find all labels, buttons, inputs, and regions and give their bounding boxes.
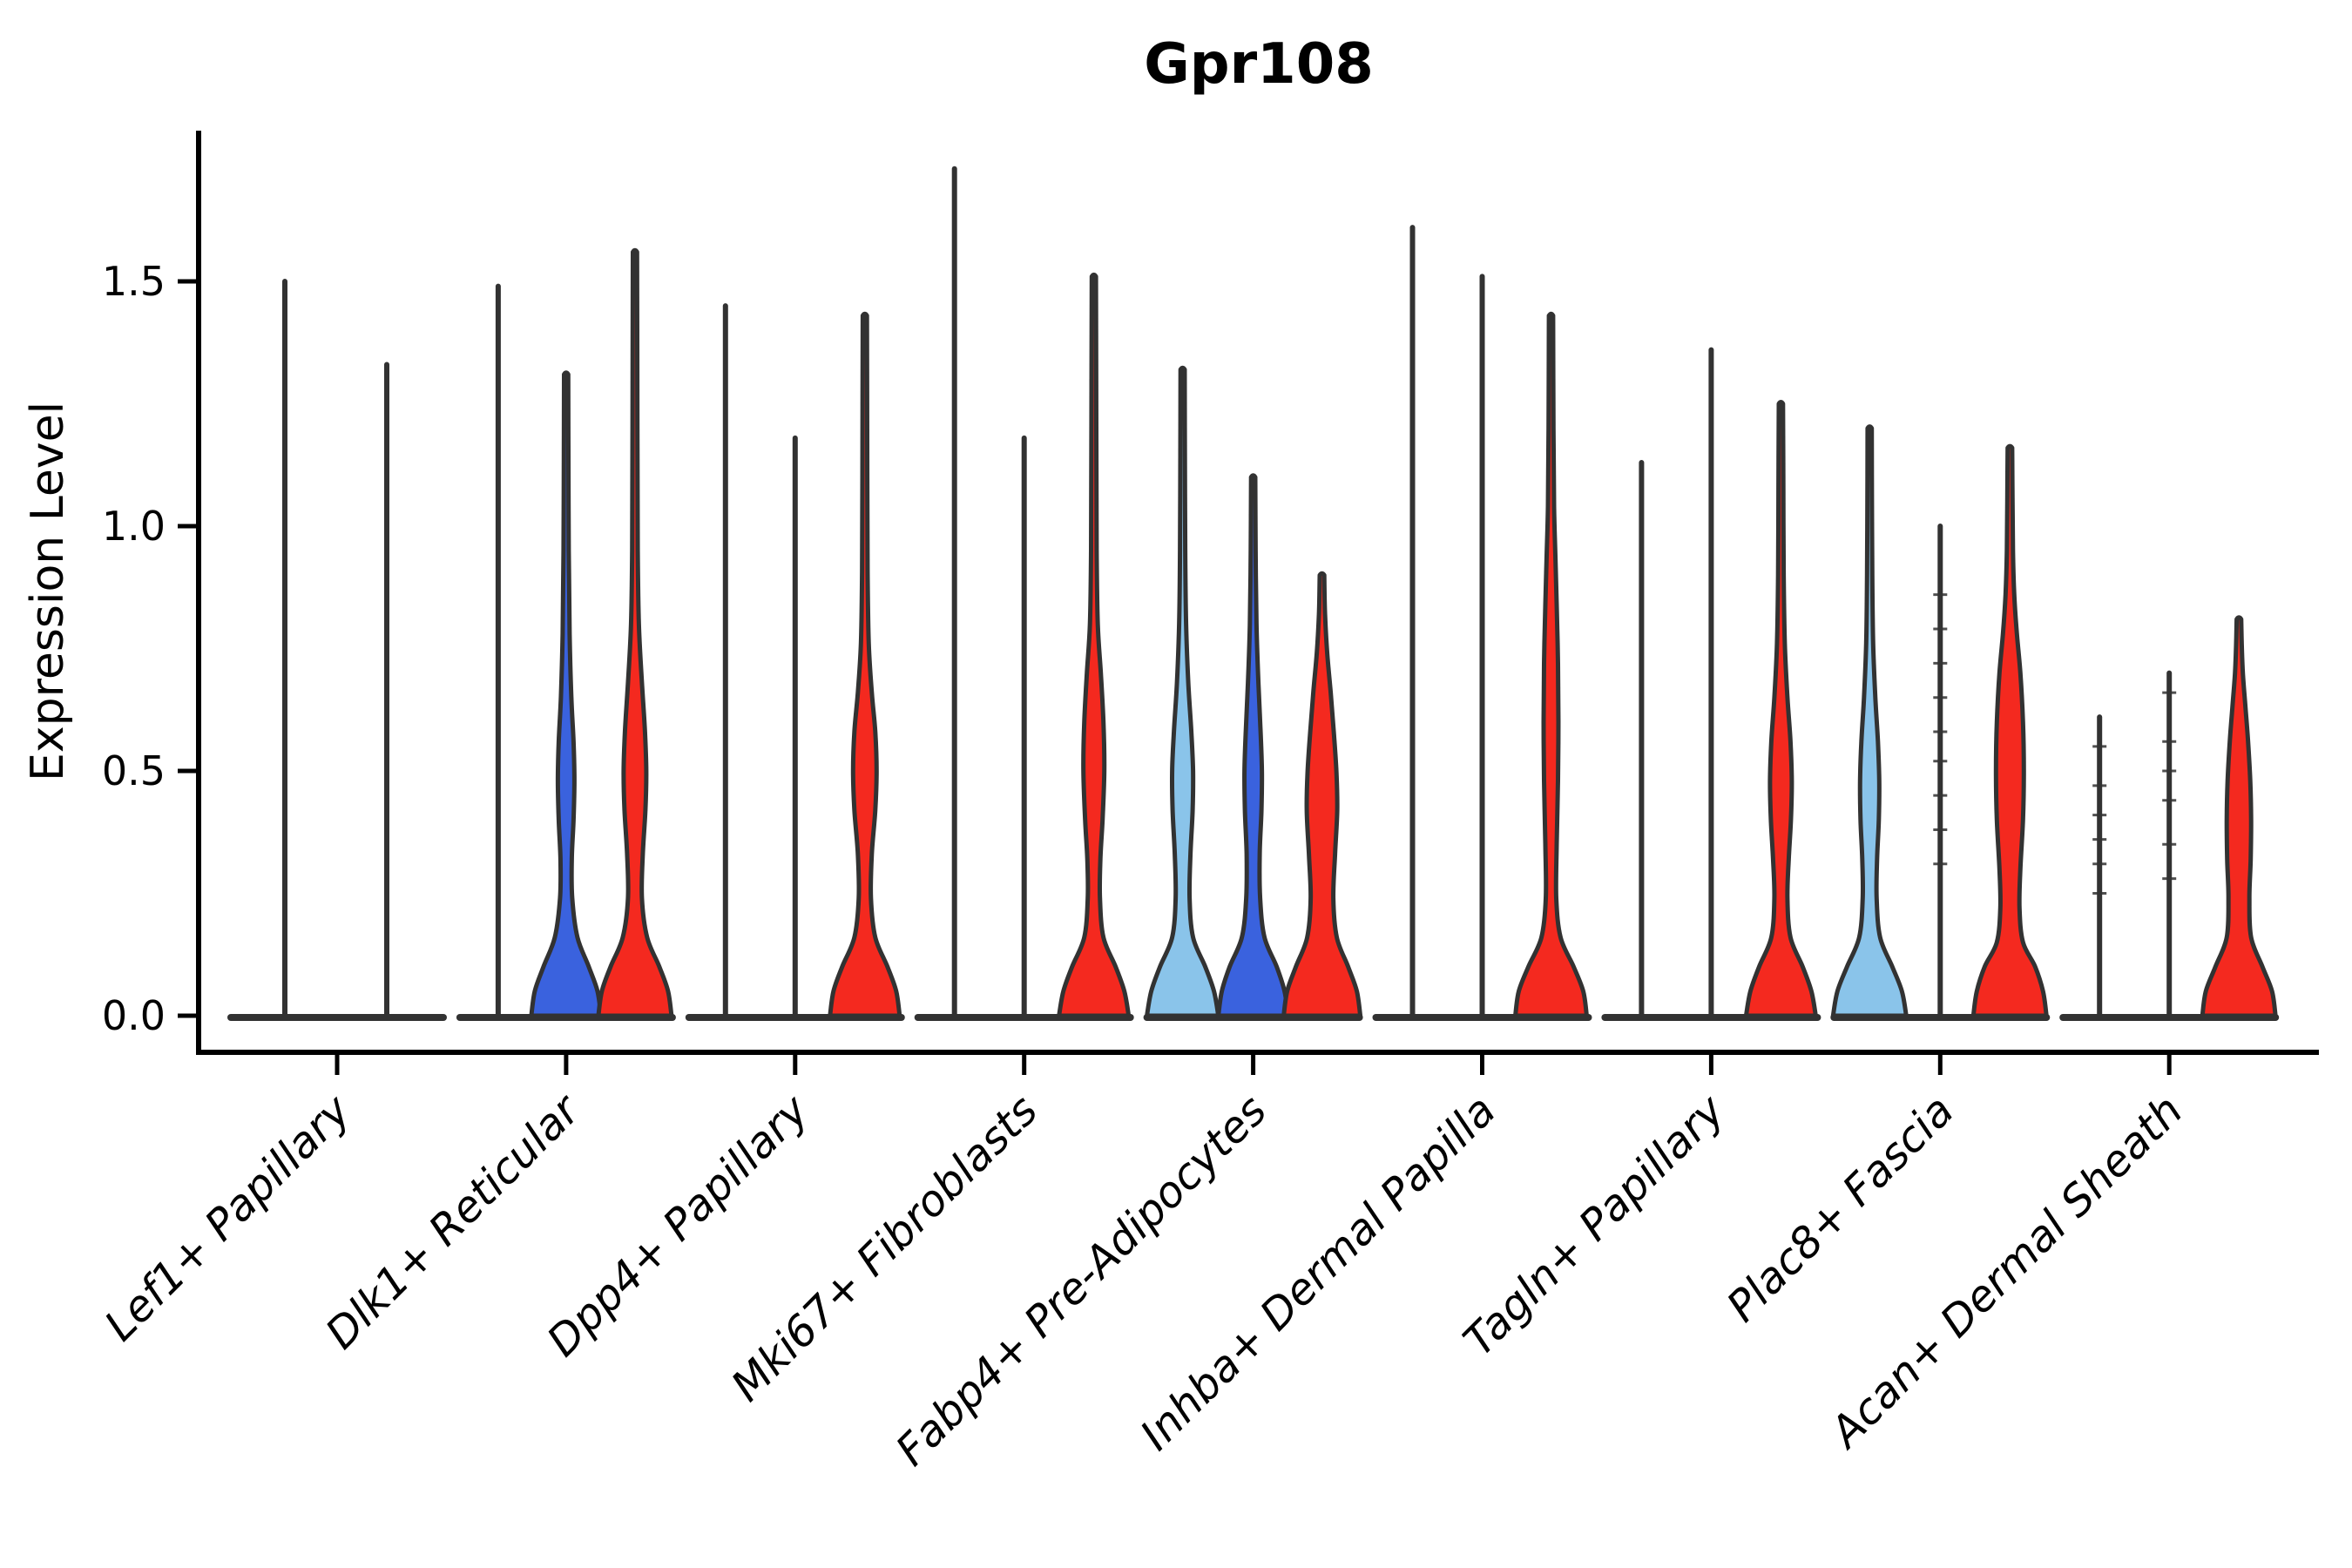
violin [1057, 272, 1132, 1018]
violin [1970, 443, 2049, 1018]
x-tick-label: Fabp4+ Pre-Adipocytes [887, 1085, 1277, 1476]
violin [2200, 615, 2278, 1018]
violin [1145, 365, 1221, 1018]
violin [828, 311, 902, 1018]
y-tick-label: 0.0 [102, 992, 166, 1039]
violin [1216, 473, 1291, 1018]
x-tick-label: Dlk1+ Reticular [316, 1084, 591, 1358]
x-tick-label: Plac8+ Fascia [1717, 1085, 1963, 1331]
violin [1513, 311, 1589, 1018]
y-tick-label: 0.5 [102, 747, 166, 794]
violin [529, 370, 604, 1018]
x-tick-label: Lef1+ Papillary [95, 1085, 361, 1350]
violin [1281, 571, 1363, 1018]
violin [1743, 400, 1818, 1018]
y-axis-title: Expression Level [22, 402, 74, 781]
y-tick-label: 1.0 [102, 503, 166, 550]
violin [1830, 424, 1909, 1018]
violin [596, 247, 674, 1018]
y-tick-label: 1.5 [102, 258, 166, 305]
chart-title: Gpr108 [1144, 32, 1374, 97]
